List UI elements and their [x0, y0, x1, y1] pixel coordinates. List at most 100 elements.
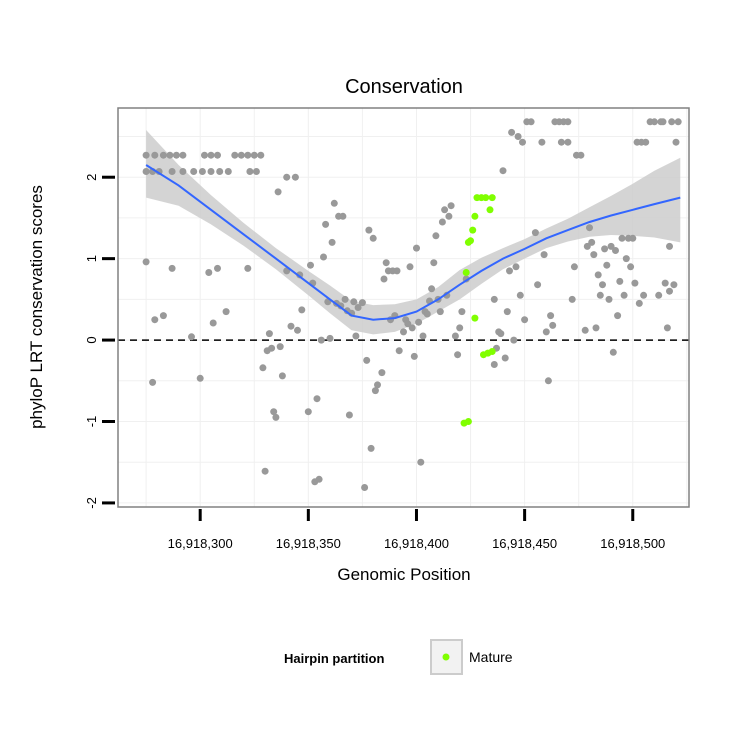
data-point	[216, 168, 224, 175]
data-point	[369, 234, 377, 242]
data-point	[374, 381, 381, 389]
data-point	[661, 279, 669, 287]
data-point	[514, 133, 522, 140]
mature-point	[462, 269, 470, 276]
data-point	[363, 356, 371, 364]
mature-point	[464, 418, 472, 425]
data-point	[198, 168, 206, 175]
data-point	[627, 263, 635, 271]
data-point	[326, 334, 334, 342]
data-point	[538, 138, 546, 146]
data-point	[534, 281, 542, 289]
data-point	[557, 138, 565, 146]
data-point	[320, 253, 327, 261]
data-point	[631, 279, 639, 287]
data-point	[499, 167, 507, 175]
data-point	[568, 295, 576, 303]
data-point	[436, 308, 444, 316]
data-point	[512, 263, 520, 271]
smooth-line-group	[145, 164, 681, 321]
data-point	[596, 291, 604, 299]
data-point	[501, 354, 509, 362]
data-point	[209, 319, 217, 327]
y-tick-label: 1	[84, 255, 99, 262]
data-point	[564, 138, 572, 146]
data-point	[354, 304, 362, 311]
x-tick-label: 16,918,450	[492, 536, 557, 551]
data-point	[382, 259, 390, 267]
data-point	[588, 238, 596, 246]
data-point	[166, 151, 174, 159]
mature-point	[471, 212, 479, 220]
data-point	[393, 267, 401, 275]
data-point	[549, 321, 557, 329]
data-point	[367, 444, 375, 452]
chart-title: Conservation	[345, 76, 463, 98]
data-point	[635, 299, 643, 307]
data-point	[361, 484, 369, 491]
data-point	[142, 168, 150, 175]
data-point	[149, 378, 157, 386]
data-point	[395, 347, 403, 355]
y-axis-title: phyloP LRT conservation scores	[27, 185, 46, 429]
data-point	[490, 295, 498, 303]
data-point	[441, 206, 449, 214]
data-point	[231, 151, 239, 159]
data-point	[317, 336, 325, 344]
mature-point	[488, 194, 496, 202]
data-point	[274, 188, 282, 196]
data-point	[616, 277, 624, 285]
data-point	[365, 226, 373, 234]
panel-border	[117, 107, 690, 508]
data-point	[252, 168, 260, 175]
data-point	[590, 251, 598, 259]
data-point	[497, 330, 505, 338]
data-point	[544, 377, 552, 385]
data-point	[672, 138, 680, 146]
data-point	[404, 320, 412, 328]
data-point	[237, 151, 245, 159]
data-point	[609, 348, 617, 356]
legend-swatch-mature	[442, 653, 450, 661]
data-point	[307, 261, 314, 269]
data-point	[214, 264, 221, 272]
data-point	[179, 168, 187, 175]
data-point	[261, 467, 269, 475]
mature-point	[488, 348, 496, 355]
data-point	[618, 234, 626, 242]
data-point	[250, 151, 258, 159]
data-point	[330, 199, 338, 207]
axes: 16,918,300 16,918,350 16,918,400 16,918,450…	[84, 174, 665, 551]
data-point	[222, 308, 230, 316]
data-point	[612, 247, 619, 254]
data-point	[577, 151, 585, 159]
x-tick-label: 16,918,500	[600, 536, 665, 551]
data-point	[620, 291, 628, 299]
data-point	[542, 328, 550, 336]
data-point	[244, 151, 252, 159]
data-point	[298, 306, 306, 314]
data-point	[196, 374, 204, 382]
data-point	[207, 151, 215, 159]
data-point	[168, 168, 176, 175]
mature-point	[467, 237, 474, 245]
data-point	[540, 251, 548, 259]
data-point	[287, 322, 295, 330]
data-point	[142, 258, 150, 266]
data-point	[339, 212, 347, 220]
data-point	[666, 287, 673, 295]
data-point	[592, 324, 600, 332]
data-point	[151, 316, 159, 324]
data-point	[438, 218, 446, 226]
data-point	[278, 372, 286, 380]
data-point	[510, 336, 518, 344]
mature-point	[469, 226, 477, 234]
data-point	[276, 343, 284, 351]
data-point	[188, 333, 195, 341]
data-point	[159, 312, 167, 320]
data-point	[410, 352, 418, 360]
legend: Hairpin partition Mature	[284, 639, 513, 675]
data-point	[666, 242, 673, 250]
data-point	[642, 138, 650, 146]
